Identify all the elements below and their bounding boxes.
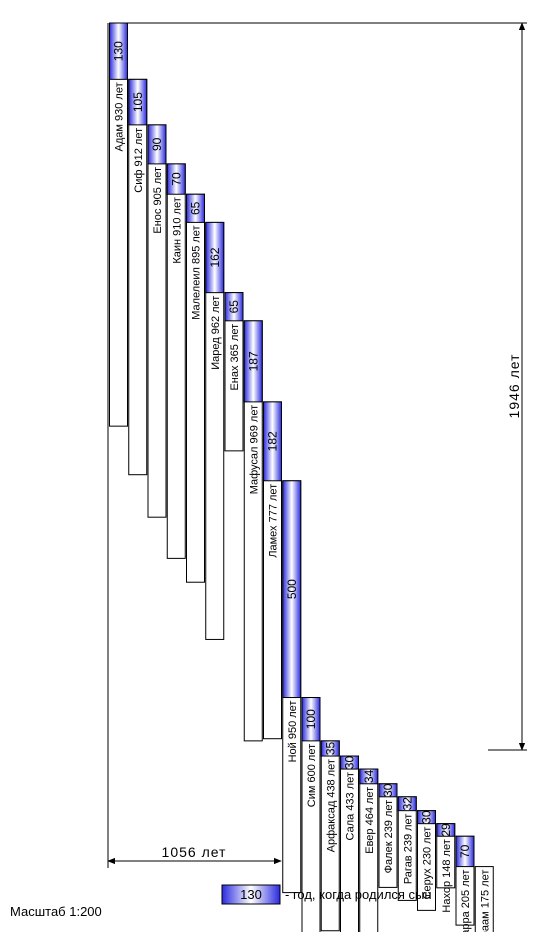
- birth-age-label: 162: [208, 247, 222, 267]
- patriarch-name: Фалек 239 лет: [383, 800, 395, 874]
- birth-age-label: 32: [400, 797, 414, 811]
- patriarch-name: Сала 433 лет: [345, 772, 357, 840]
- patriarch-3: 70 Каин 910 лет: [166, 163, 186, 559]
- patriarch-18: 70 Фарра 205 лет: [455, 835, 475, 932]
- patriarch-name: Авраам 175 лет: [479, 870, 491, 932]
- patriarch-name: Фарра 205 лет: [460, 870, 472, 932]
- patriarch-bars: 130 Адам 930 лет 105 Сиф 912 лет 90 Енос 905 …: [109, 22, 494, 932]
- adam-noah-dimension: 1056 лет: [107, 23, 282, 868]
- birth-age-label: 30: [343, 756, 357, 770]
- lifespan-box: [474, 866, 494, 932]
- scale-label: Масштаб 1:200: [10, 904, 102, 919]
- birth-age-segment: [205, 221, 225, 294]
- birth-age-segment: [378, 783, 398, 798]
- patriarch-6: 65 Енах 365 лет: [224, 292, 244, 452]
- patriarch-name: Ламех 777 лет: [268, 484, 280, 558]
- patriarch-9: 500 Ной 950 лет: [282, 480, 302, 894]
- patriarch-name: Арфаксад 438 лет: [325, 759, 337, 852]
- patriarch-14: 30 Фалек 239 лет: [378, 783, 398, 888]
- patriarch-17: 29 Нахор 148 лет: [436, 823, 456, 913]
- patriarch-12: 30 Сала 433 лет: [340, 755, 359, 932]
- patriarch-19: Авраам 175 лет: [474, 866, 494, 932]
- birth-age-segment: [128, 78, 148, 126]
- patriarch-name: Адам 930 лет: [114, 82, 126, 151]
- birth-age-segment: [436, 823, 456, 837]
- legend-swatch: [221, 884, 281, 905]
- birth-age-segment: [166, 163, 186, 195]
- birth-age-segment: [224, 292, 244, 322]
- birth-age-segment: [282, 480, 302, 699]
- patriarch-11: 35 Арфаксад 438 лет: [320, 740, 340, 932]
- patriarch-name: Сим 600 лет: [306, 744, 318, 807]
- patriarch-name: Енах 365 лет: [229, 324, 241, 391]
- patriarch-4: 65 Малелеил 895 лет: [186, 193, 205, 583]
- birth-age-segment: [397, 796, 417, 812]
- birth-age-segment: [243, 320, 263, 403]
- birth-age-label: 100: [304, 709, 318, 729]
- patriarch-name: Иаред 962 лет: [210, 296, 222, 370]
- patriarch-name: Нахор 148 лет: [441, 839, 453, 912]
- patriarch-name: Мафусал 969 лет: [248, 405, 260, 494]
- birth-age-label: 35: [323, 741, 337, 755]
- patriarch-10: 100 Сим 600 лет: [301, 697, 321, 932]
- birth-age-segment: [359, 768, 379, 785]
- birth-age-segment: [417, 810, 436, 825]
- patriarch-7: 187 Мафусал 969 лет: [243, 320, 263, 742]
- total-span-dimension: 1946 лет: [128, 22, 527, 751]
- birth-age-segment: [186, 193, 205, 223]
- birth-age-label: 90: [150, 137, 164, 151]
- patriarch-name: Енос 905 лет: [152, 167, 164, 234]
- patriarch-16: 30 Серух 230 лет: [417, 810, 436, 911]
- patriarch-name: Сиф 912 лет: [133, 128, 145, 193]
- patriarch-name: Рагав 239 лет: [402, 814, 414, 885]
- birth-age-label: 30: [420, 810, 434, 824]
- birth-age-segment: [109, 22, 128, 80]
- birth-age-label: 65: [227, 300, 241, 314]
- patriarch-15: 32 Рагав 239 лет: [397, 796, 417, 901]
- birth-age-label: 29: [439, 823, 453, 837]
- birth-age-label: 187: [246, 351, 260, 371]
- birth-age-segment: [455, 835, 475, 868]
- legend-description: - год, когда родился сын: [285, 887, 432, 902]
- patriarch-2: 90 Енос 905 лет: [147, 124, 167, 518]
- patriarch-name: Малелеил 895 лет: [191, 225, 203, 319]
- patriarch-8: 182 Ламех 777 лет: [263, 401, 282, 740]
- birth-age-label: 182: [266, 431, 280, 451]
- patriarch-name: Каин 910 лет: [171, 197, 183, 263]
- birth-age-label: 70: [169, 172, 183, 186]
- legend-sample-value: 130: [240, 887, 262, 902]
- patriarch-0: 130 Адам 930 лет: [109, 22, 128, 427]
- patriarch-1: 105 Сиф 912 лет: [128, 78, 148, 476]
- birth-age-label: 130: [112, 41, 126, 61]
- birth-age-segment: [263, 401, 282, 482]
- birth-age-label: 30: [381, 783, 395, 797]
- patriarch-13: 34 Евер 464 лет: [359, 768, 379, 932]
- birth-age-label: 500: [285, 579, 299, 599]
- birth-age-label: 70: [458, 844, 472, 858]
- adam-noah-label: 1056 лет: [162, 844, 227, 860]
- total-years-label: 1946 лет: [506, 354, 522, 419]
- patriarch-name: Серух 230 лет: [422, 827, 434, 900]
- patriarch-name: Ной 950 лет: [287, 701, 299, 763]
- birth-age-segment: [320, 740, 340, 757]
- patriarch-5: 162 Иаред 962 лет: [205, 221, 225, 640]
- birth-age-label: 105: [131, 92, 145, 112]
- birth-age-label: 34: [362, 769, 376, 783]
- patriarch-name: Евер 464 лет: [364, 787, 376, 854]
- legend: 130 - год, когда родился сын: [221, 884, 432, 905]
- birth-age-segment: [147, 124, 167, 165]
- birth-age-segment: [301, 697, 321, 742]
- birth-age-label: 65: [189, 201, 203, 215]
- birth-age-segment: [340, 755, 359, 770]
